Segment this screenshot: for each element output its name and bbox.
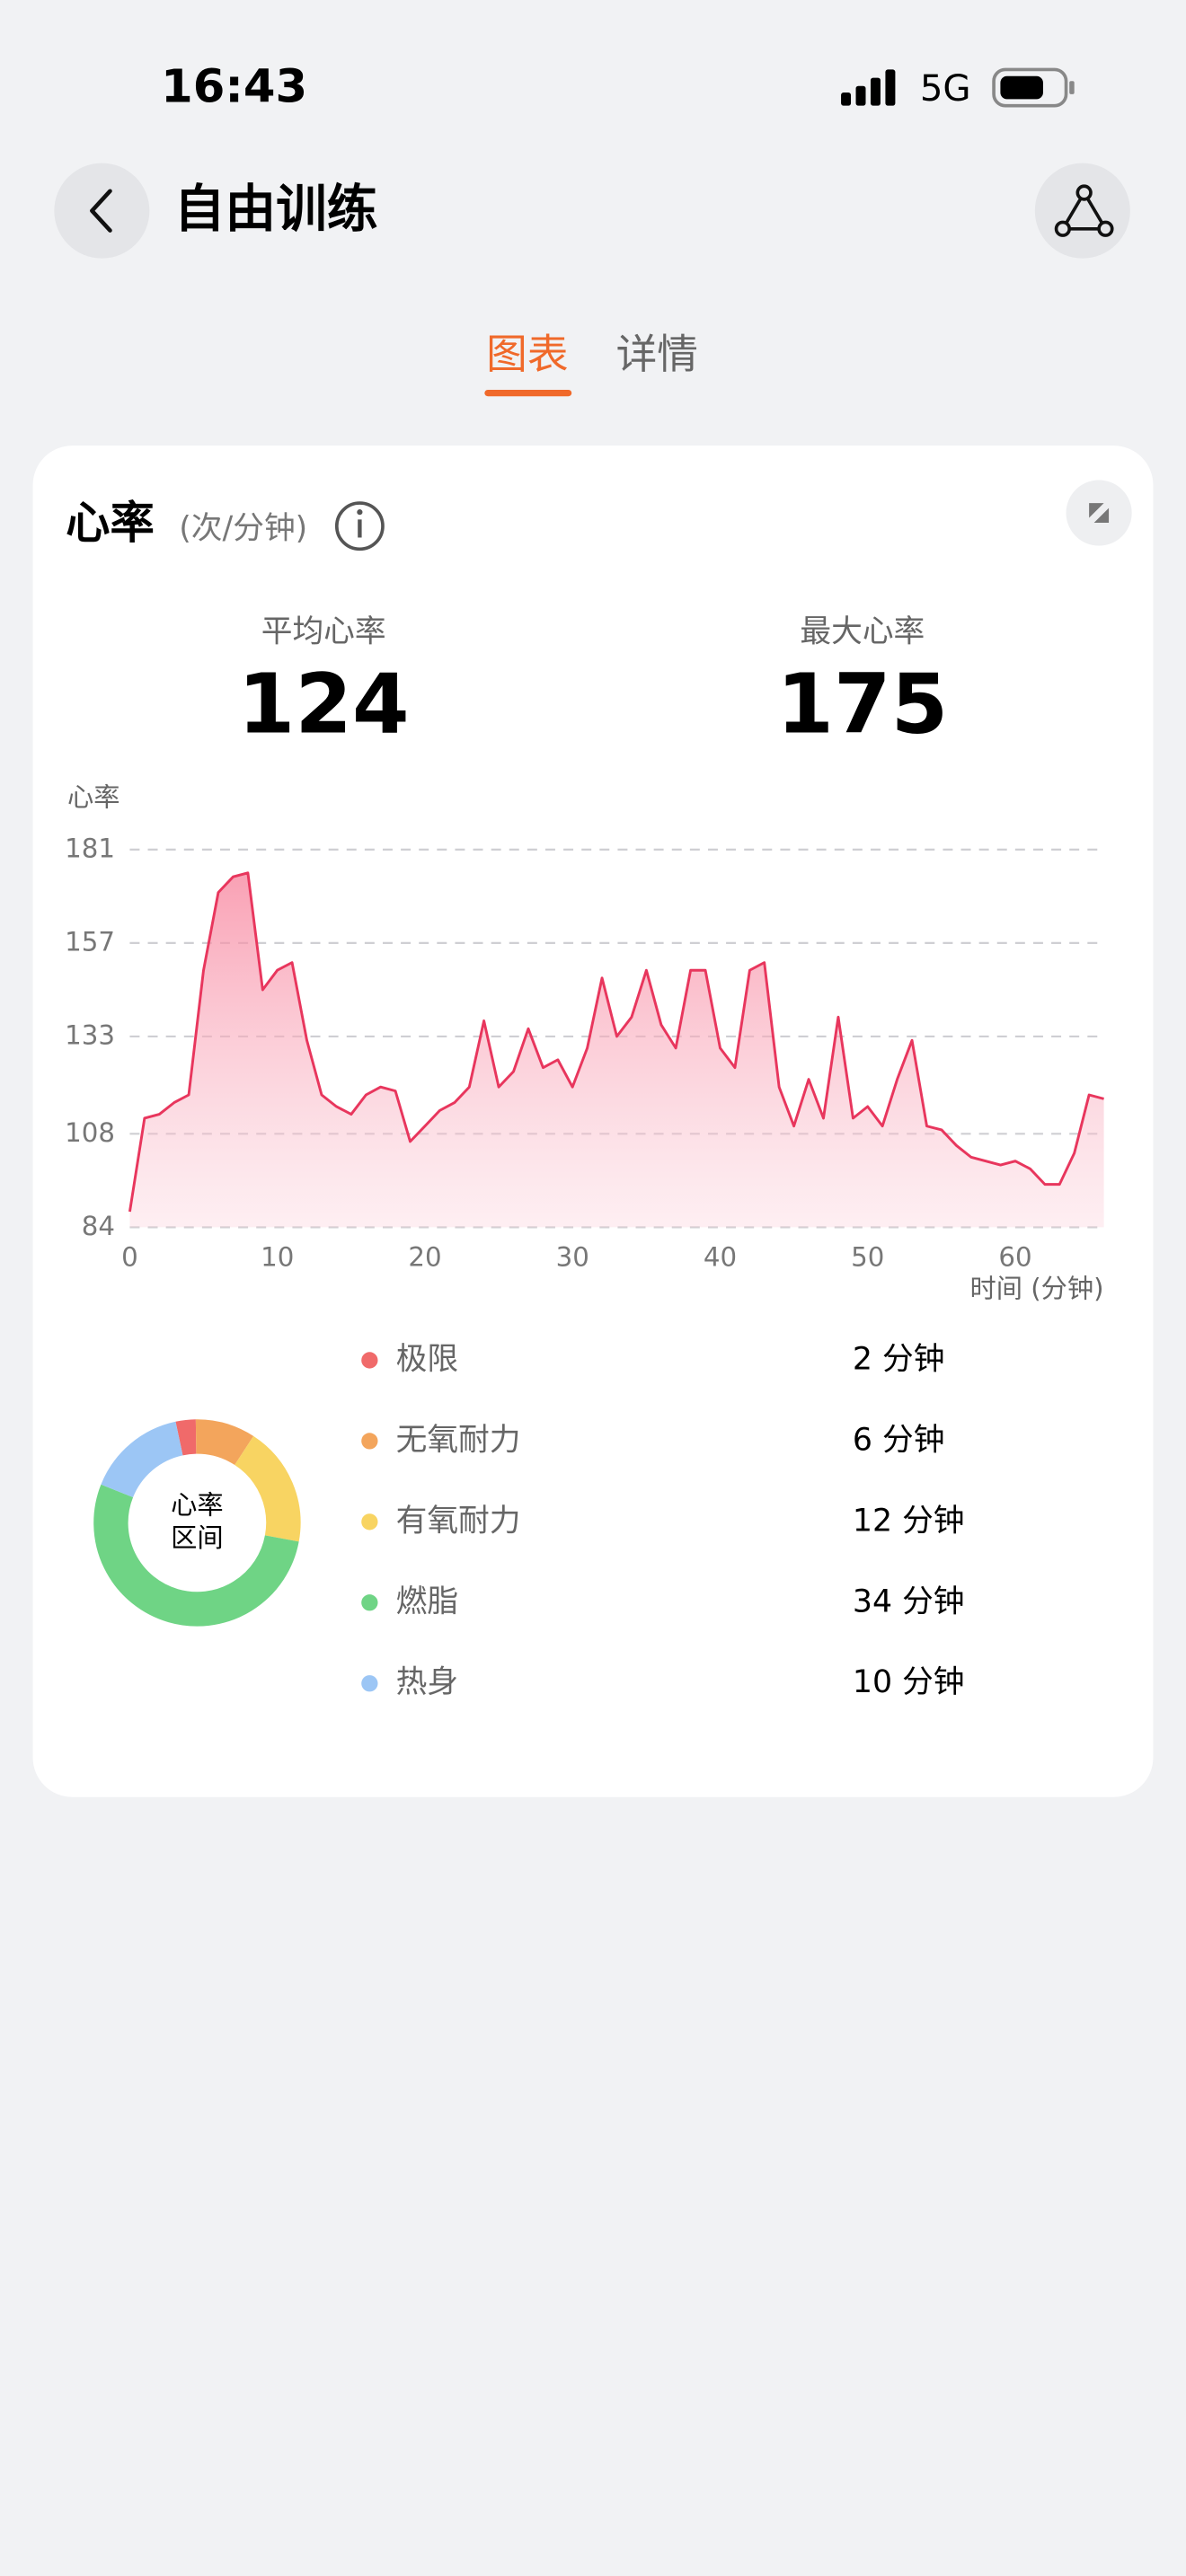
x-tick-label: 50 [851, 1242, 884, 1273]
donut-segment [234, 1435, 301, 1542]
card-unit: (次/分钟) [179, 510, 307, 546]
x-tick-label: 20 [408, 1242, 441, 1273]
card-title: 心率 [66, 497, 155, 549]
legend-label: 燃脂 [396, 1584, 458, 1619]
y-axis-label: 心率 [67, 782, 120, 813]
x-tick-label: 60 [998, 1242, 1031, 1273]
x-tick-label: 0 [121, 1242, 138, 1273]
expand-button[interactable] [1066, 480, 1132, 546]
stat-value: 175 [776, 656, 948, 752]
donut-segment [195, 1419, 254, 1466]
legend-label: 热身 [396, 1664, 458, 1700]
tab-details[interactable]: 详情 [616, 331, 698, 378]
legend-value: 10 分钟 [853, 1664, 965, 1700]
share-button[interactable] [1034, 163, 1130, 259]
tab-chart[interactable]: 图表 [486, 331, 568, 378]
y-tick-label: 84 [82, 1211, 115, 1241]
legend-value: 34 分钟 [853, 1584, 965, 1619]
page-title: 自由训练 [174, 180, 378, 239]
donut-center-label: 心率 [171, 1490, 224, 1521]
line-area [129, 872, 1104, 1228]
stat-value: 124 [238, 656, 410, 752]
legend-value: 2 分钟 [853, 1341, 945, 1377]
y-tick-label: 133 [65, 1019, 115, 1050]
status-time: 16:43 [161, 59, 307, 113]
legend-dot [361, 1675, 378, 1692]
x-axis-label: 时间 (分钟) [969, 1273, 1103, 1303]
donut-center-label: 区间 [171, 1522, 224, 1553]
donut-segment [101, 1421, 184, 1498]
network-label: 5G [920, 68, 971, 110]
donut-segment [175, 1419, 197, 1456]
legend-label: 极限 [396, 1341, 458, 1377]
back-button[interactable] [54, 163, 150, 259]
battery-icon [992, 67, 1075, 108]
donut-segment [93, 1484, 299, 1627]
x-tick-label: 40 [704, 1242, 737, 1273]
legend-label: 无氧耐力 [396, 1422, 521, 1458]
x-tick-label: 30 [556, 1242, 589, 1273]
y-tick-label: 157 [65, 926, 115, 957]
legend-label: 有氧耐力 [396, 1503, 521, 1539]
stat-label: 平均心率 [261, 614, 386, 650]
legend-value: 6 分钟 [853, 1422, 945, 1458]
info-icon[interactable] [334, 501, 385, 551]
legend-dot [361, 1594, 378, 1611]
legend-value: 12 分钟 [853, 1503, 965, 1539]
y-tick-label: 108 [65, 1117, 115, 1148]
tab-indicator [484, 389, 572, 397]
legend-dot [361, 1352, 378, 1369]
x-tick-label: 10 [261, 1242, 294, 1273]
legend-dot [361, 1433, 378, 1450]
signal-icon [841, 69, 896, 106]
line [128, 871, 1104, 1213]
legend-dot [361, 1513, 378, 1531]
stat-label: 最大心率 [800, 614, 925, 650]
y-tick-label: 181 [65, 833, 115, 863]
